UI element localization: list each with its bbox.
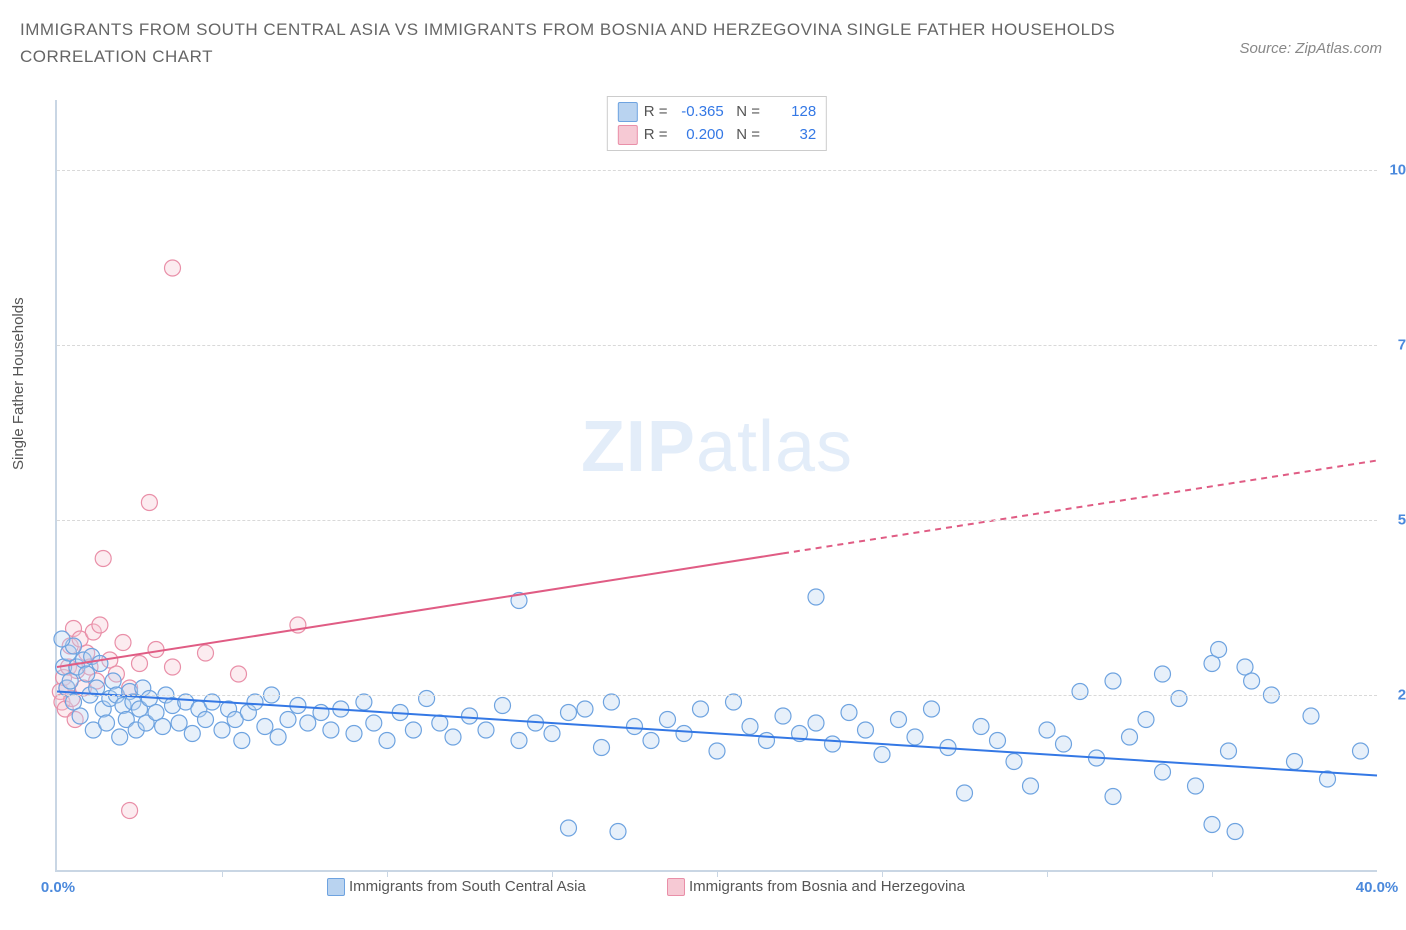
legend-label: Immigrants from South Central Asia — [349, 878, 586, 895]
x-tick-1: 40.0% — [1356, 879, 1399, 896]
y-tick: 10.0% — [1382, 162, 1406, 179]
x-tick-0: 0.0% — [41, 879, 75, 896]
bottom-legend-a: Immigrants from South Central Asia — [327, 878, 586, 896]
y-tick: 5.0% — [1382, 512, 1406, 529]
y-tick: 2.5% — [1382, 687, 1406, 704]
source-label: Source: ZipAtlas.com — [1239, 40, 1382, 57]
y-axis-label: Single Father Households — [10, 297, 27, 470]
chart-title: IMMIGRANTS FROM SOUTH CENTRAL ASIA VS IM… — [20, 16, 1120, 70]
swatch-icon — [667, 878, 685, 896]
legend-label: Immigrants from Bosnia and Herzegovina — [689, 878, 965, 895]
bottom-legend-b: Immigrants from Bosnia and Herzegovina — [667, 878, 965, 896]
y-tick: 7.5% — [1382, 337, 1406, 354]
plot-svg — [57, 100, 1377, 870]
plot-area: R = -0.365 N = 128R = 0.200 N = 32 ZIPat… — [55, 100, 1377, 872]
swatch-icon — [327, 878, 345, 896]
